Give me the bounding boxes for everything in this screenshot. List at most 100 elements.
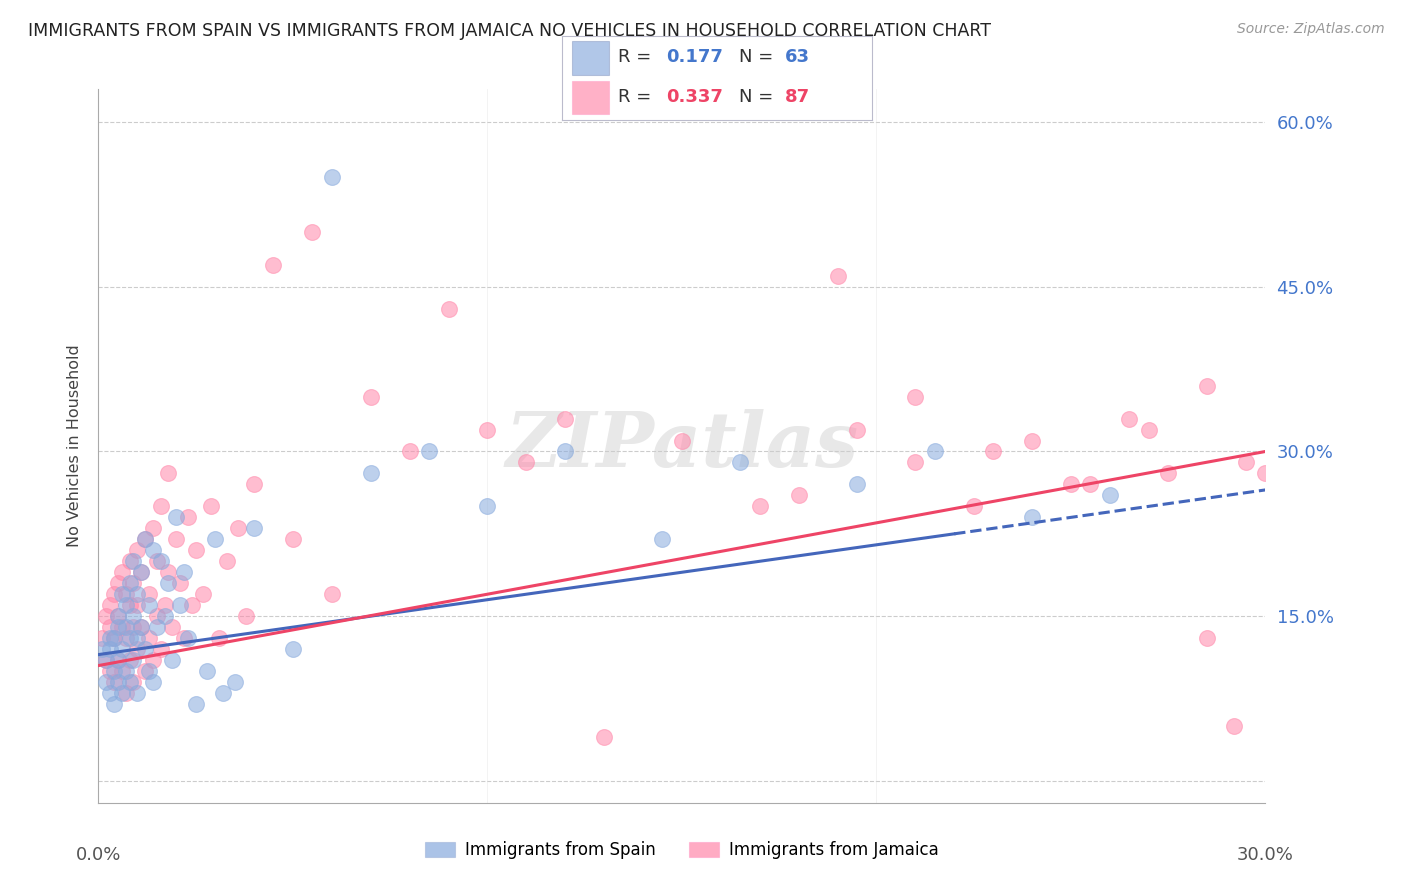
Point [651, 533, 673, 547]
Point [748, 500, 770, 514]
Point [477, 423, 499, 437]
Point [360, 390, 382, 404]
Point [224, 675, 246, 690]
Point [846, 477, 869, 491]
Point [827, 268, 849, 283]
Point [107, 576, 129, 591]
Point [149, 500, 172, 514]
Point [107, 609, 129, 624]
Point [103, 697, 125, 711]
Text: ZIPatlas: ZIPatlas [505, 409, 859, 483]
Point [111, 642, 134, 657]
Point [153, 609, 176, 624]
Point [129, 620, 152, 634]
Point [111, 587, 134, 601]
FancyBboxPatch shape [572, 41, 609, 75]
Text: 0.177: 0.177 [666, 48, 723, 66]
Y-axis label: No Vehicles in Household: No Vehicles in Household [67, 344, 83, 548]
Point [111, 566, 134, 580]
Point [173, 566, 195, 580]
Point [846, 423, 869, 437]
Point [118, 653, 141, 667]
Point [91, 642, 114, 657]
Point [103, 631, 125, 645]
Point [321, 587, 343, 601]
Point [103, 675, 125, 690]
Point [281, 533, 304, 547]
Point [1021, 434, 1043, 448]
FancyBboxPatch shape [572, 80, 609, 114]
Point [162, 653, 184, 667]
Point [554, 411, 576, 425]
Text: R =: R = [619, 48, 657, 66]
Point [1098, 488, 1121, 502]
Point [127, 598, 149, 612]
Text: Source: ZipAtlas.com: Source: ZipAtlas.com [1237, 22, 1385, 37]
Point [262, 258, 284, 272]
Point [281, 642, 304, 657]
Text: IMMIGRANTS FROM SPAIN VS IMMIGRANTS FROM JAMAICA NO VEHICLES IN HOUSEHOLD CORREL: IMMIGRANTS FROM SPAIN VS IMMIGRANTS FROM… [28, 22, 991, 40]
Point [122, 620, 145, 634]
Point [107, 653, 129, 667]
Point [134, 533, 156, 547]
Point [107, 675, 129, 690]
Point [200, 500, 222, 514]
Point [515, 455, 537, 469]
Point [114, 686, 136, 700]
Point [924, 444, 946, 458]
Point [787, 488, 810, 502]
Point [321, 169, 343, 184]
Point [107, 620, 129, 634]
Point [146, 620, 169, 634]
Point [962, 500, 984, 514]
Point [111, 664, 134, 678]
Point [118, 576, 141, 591]
Point [96, 653, 118, 667]
Point [114, 620, 136, 634]
Point [96, 609, 118, 624]
Point [98, 686, 121, 700]
Point [122, 554, 145, 568]
Point [1195, 378, 1218, 392]
Point [904, 390, 927, 404]
Point [243, 521, 266, 535]
Text: 87: 87 [785, 87, 810, 105]
Point [671, 434, 693, 448]
Point [122, 576, 145, 591]
Point [127, 642, 149, 657]
Point [730, 455, 752, 469]
Point [243, 477, 266, 491]
Point [111, 620, 134, 634]
Point [142, 521, 165, 535]
Point [98, 598, 121, 612]
Point [1157, 467, 1180, 481]
Point [103, 587, 125, 601]
Point [146, 554, 169, 568]
Point [1234, 455, 1257, 469]
Point [118, 598, 141, 612]
Point [122, 675, 145, 690]
Point [173, 631, 195, 645]
Point [96, 653, 118, 667]
Point [418, 444, 440, 458]
Point [301, 225, 323, 239]
Point [134, 533, 156, 547]
Point [981, 444, 1004, 458]
Point [1137, 423, 1160, 437]
Point [118, 675, 141, 690]
Point [184, 543, 207, 558]
Point [177, 631, 200, 645]
Point [129, 566, 152, 580]
Point [228, 521, 250, 535]
Point [208, 631, 231, 645]
Point [554, 444, 576, 458]
Point [114, 631, 136, 645]
Point [157, 467, 180, 481]
Point [118, 631, 141, 645]
Point [98, 664, 121, 678]
Point [184, 697, 207, 711]
Point [129, 620, 152, 634]
Point [149, 642, 172, 657]
Point [204, 533, 226, 547]
Text: 0.0%: 0.0% [76, 846, 121, 863]
